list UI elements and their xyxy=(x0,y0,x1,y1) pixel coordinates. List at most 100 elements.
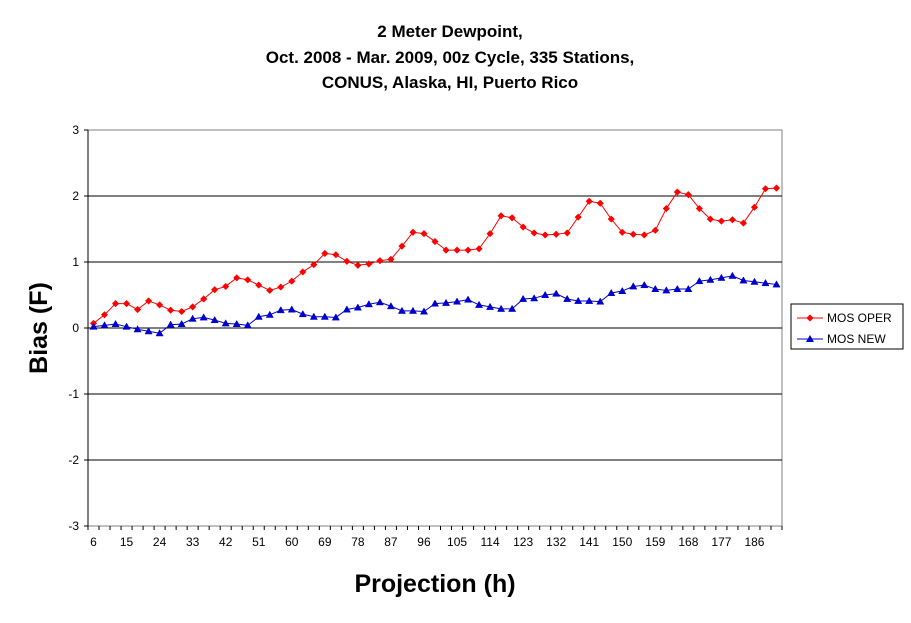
data-point xyxy=(464,295,473,303)
data-point xyxy=(772,280,781,288)
data-point xyxy=(629,282,638,290)
x-tick-label: 114 xyxy=(481,535,500,549)
data-point xyxy=(673,188,682,196)
data-point xyxy=(342,305,351,313)
data-point xyxy=(354,261,362,269)
data-point xyxy=(188,303,197,311)
data-point xyxy=(530,229,538,237)
x-tick-label: 141 xyxy=(579,535,599,549)
data-point xyxy=(276,306,285,314)
data-point xyxy=(530,294,539,302)
data-point xyxy=(210,315,219,324)
y-tick-label: 2 xyxy=(72,189,79,203)
y-axis-ticks: 3 2 1 0 -1 -2 -3 xyxy=(68,123,89,533)
data-point xyxy=(188,314,197,322)
data-point xyxy=(486,229,494,238)
data-point xyxy=(200,295,208,303)
data-point xyxy=(409,228,417,236)
x-tick-label: 87 xyxy=(384,535,398,549)
legend: MOS OPER MOS NEW xyxy=(790,303,904,350)
data-point xyxy=(541,231,549,239)
data-point xyxy=(408,306,417,314)
x-tick-label: 105 xyxy=(447,535,467,549)
data-point xyxy=(243,321,252,329)
y-tick-label: -3 xyxy=(68,519,79,533)
y-tick-label: 0 xyxy=(72,321,79,335)
x-tick-label: 33 xyxy=(186,535,200,549)
data-point xyxy=(222,282,230,291)
data-point xyxy=(298,310,307,318)
data-point xyxy=(563,229,571,237)
data-point xyxy=(288,277,296,285)
x-tick-label: 24 xyxy=(153,535,167,549)
y-axis-label: Bias (F) xyxy=(25,282,53,374)
data-point xyxy=(552,289,561,297)
data-point xyxy=(211,286,219,294)
title-line-3: CONUS, Alaska, HI, Puerto Rico xyxy=(322,73,578,92)
data-point xyxy=(266,286,274,295)
data-point xyxy=(618,228,626,236)
y-tick-label: 3 xyxy=(72,123,79,137)
data-point xyxy=(155,329,164,337)
data-point xyxy=(640,231,648,239)
data-point xyxy=(309,312,318,320)
x-tick-label: 78 xyxy=(351,535,365,549)
x-tick-label: 132 xyxy=(546,535,566,549)
data-point xyxy=(365,260,373,268)
data-point xyxy=(254,312,263,320)
data-point xyxy=(684,284,693,293)
data-point xyxy=(486,302,495,310)
data-point xyxy=(244,276,252,284)
data-point xyxy=(574,213,582,221)
data-point xyxy=(475,300,484,308)
x-tick-label: 186 xyxy=(744,535,764,549)
data-point xyxy=(508,304,517,312)
data-point xyxy=(398,242,406,250)
data-point xyxy=(629,230,637,238)
x-axis-label: Projection (h) xyxy=(354,570,515,598)
data-point xyxy=(574,296,583,304)
data-point xyxy=(662,204,670,213)
data-point xyxy=(364,300,373,308)
data-point xyxy=(232,319,241,327)
legend-label: MOS NEW xyxy=(827,332,886,346)
data-point xyxy=(111,319,120,327)
x-tick-label: 15 xyxy=(120,535,134,549)
data-point xyxy=(100,321,109,329)
data-point xyxy=(277,283,285,291)
data-point xyxy=(100,311,109,319)
data-point xyxy=(331,313,340,321)
data-point xyxy=(519,223,527,231)
data-point xyxy=(607,215,615,223)
y-tick-label: -1 xyxy=(68,387,79,401)
data-point xyxy=(321,249,329,258)
data-point xyxy=(199,313,208,321)
x-tick-label: 69 xyxy=(318,535,332,549)
data-point xyxy=(122,299,131,308)
x-axis-ticks: 6 15 24 33 42 51 60 69 78 87 96 105 114 123 132 141 150 1… xyxy=(87,526,783,549)
data-point xyxy=(343,257,351,265)
data-point xyxy=(717,273,726,281)
y-tick-label: -2 xyxy=(68,453,79,467)
data-point xyxy=(332,251,340,259)
data-point xyxy=(640,280,649,289)
data-point xyxy=(739,219,748,227)
x-tick-label: 150 xyxy=(612,535,632,549)
data-point xyxy=(596,297,605,305)
data-point xyxy=(177,307,186,316)
x-tick-label: 51 xyxy=(252,535,266,549)
series-mos-oper xyxy=(89,184,781,328)
data-point xyxy=(618,286,627,294)
title-line-1: 2 Meter Dewpoint, xyxy=(377,22,522,41)
data-point xyxy=(651,284,660,293)
data-point xyxy=(111,299,120,308)
data-point xyxy=(607,288,616,296)
data-point xyxy=(662,286,671,294)
data-point xyxy=(761,185,770,193)
data-point xyxy=(453,297,462,305)
data-point xyxy=(695,204,704,213)
data-point xyxy=(397,306,406,314)
data-point xyxy=(233,274,241,282)
data-point xyxy=(133,305,142,314)
